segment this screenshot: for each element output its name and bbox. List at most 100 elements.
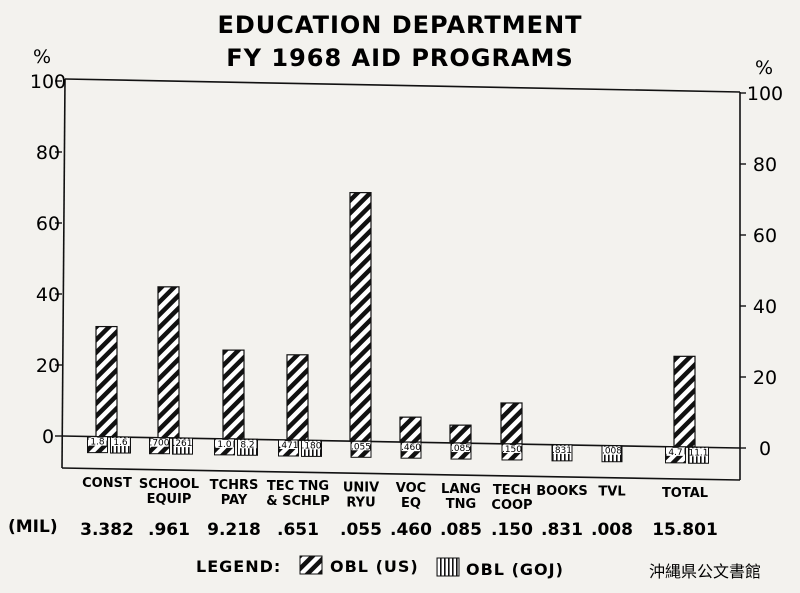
label-bg-obl-us bbox=[279, 441, 298, 450]
data-label-obl-goj: 1.6 bbox=[113, 438, 128, 448]
y-tick-label-right: 100 bbox=[747, 83, 783, 105]
label-bg-obl-us bbox=[666, 447, 685, 456]
x-category-label: CONST bbox=[82, 476, 132, 491]
data-label-obl-us: .150 bbox=[502, 445, 522, 455]
x-category-label: COOP bbox=[491, 498, 532, 513]
frame-bottom bbox=[61, 467, 741, 481]
label-bg-obl-us bbox=[352, 442, 370, 451]
x-category-label: TVL bbox=[598, 485, 625, 500]
label-bg-obl-goj bbox=[238, 440, 257, 449]
bar-obl-us bbox=[500, 402, 523, 445]
y-tick-label-right: 40 bbox=[753, 296, 777, 318]
y-tick-label-left: 80 bbox=[36, 142, 60, 164]
data-label-obl-us: .700 bbox=[149, 439, 169, 449]
label-bg-obl-goj bbox=[173, 439, 192, 448]
y-tick-label-right: 60 bbox=[753, 225, 777, 247]
y-tick-label-left: 20 bbox=[36, 355, 60, 377]
bar-obl-us bbox=[449, 424, 472, 444]
data-label-obl-us: .460 bbox=[401, 443, 421, 453]
x-category-label: UNIV bbox=[343, 480, 379, 495]
y-axis-right: 0 20 40 60 80 100 bbox=[740, 83, 783, 460]
y-tick-label-right: 0 bbox=[759, 438, 771, 460]
y-tick-label-left: 100 bbox=[30, 71, 66, 93]
mil-value: 3.382 bbox=[80, 520, 134, 540]
y-tick-label-left: 0 bbox=[42, 426, 54, 448]
x-category-label: & SCHLP bbox=[266, 494, 329, 509]
label-bg-obl-goj bbox=[302, 441, 321, 450]
data-label-obl-goj: .261 bbox=[172, 439, 192, 449]
bar-obl-us bbox=[673, 355, 696, 448]
mil-value: .008 bbox=[591, 520, 633, 540]
archive-watermark: 沖縄県公文書館 bbox=[649, 562, 761, 581]
mil-value: 15.801 bbox=[652, 520, 718, 540]
mil-row-label: (MIL) bbox=[8, 517, 58, 537]
x-category-label: TOTAL bbox=[662, 486, 708, 501]
data-label-obl-us: .055 bbox=[351, 442, 371, 452]
x-category-label: TNG bbox=[446, 497, 476, 512]
bar-obl-us bbox=[349, 192, 372, 442]
x-category-label: EQUIP bbox=[147, 492, 192, 507]
x-category-label: EQ bbox=[401, 496, 421, 511]
label-bg-obl-goj bbox=[603, 446, 621, 455]
data-label-obl-goj: .180 bbox=[301, 441, 321, 451]
x-category-label: VOC bbox=[396, 481, 426, 496]
x-category-label: LANG bbox=[441, 482, 481, 497]
legend: LEGEND: OBL (US) OBL (GOJ) bbox=[196, 555, 564, 579]
legend-title: LEGEND: bbox=[196, 557, 281, 576]
label-bg-obl-us bbox=[503, 444, 521, 453]
x-category-label: BOOKS bbox=[536, 484, 587, 499]
chart-title: EDUCATION DEPARTMENT bbox=[217, 11, 582, 39]
data-label-obl-goj: .008 bbox=[602, 447, 622, 457]
mil-value: 9.218 bbox=[207, 520, 261, 540]
mil-value: .831 bbox=[541, 520, 583, 540]
mil-value: .651 bbox=[277, 520, 319, 540]
y-axis-left: 0 20 40 60 80 100 bbox=[30, 71, 66, 448]
x-category-label: TECH bbox=[493, 483, 531, 498]
x-category-label: TEC TNG bbox=[267, 479, 329, 494]
label-bg-obl-goj bbox=[111, 438, 130, 447]
data-label-obl-us: .471 bbox=[278, 441, 298, 451]
label-bg-obl-goj bbox=[689, 448, 708, 457]
x-category-label: TCHRS bbox=[210, 478, 259, 493]
bar-obl-us bbox=[95, 325, 118, 438]
label-bg-obl-us bbox=[452, 444, 470, 453]
y-axis-unit-right: % bbox=[755, 57, 773, 79]
label-bg-obl-goj bbox=[553, 445, 571, 454]
label-bg-obl-us bbox=[215, 439, 234, 448]
x-category-label: RYU bbox=[346, 495, 375, 510]
bar-obl-us bbox=[399, 416, 422, 443]
data-label-obl-us: 1.8 bbox=[90, 438, 105, 448]
data-label-obl-us: .085 bbox=[451, 444, 471, 454]
mil-value: .150 bbox=[491, 520, 533, 540]
y-tick-label-right: 80 bbox=[753, 154, 777, 176]
mil-value: .055 bbox=[340, 520, 382, 540]
bar-obl-us bbox=[222, 349, 245, 440]
x-category-label: PAY bbox=[221, 493, 248, 508]
legend-swatch-obl-goj bbox=[436, 557, 460, 577]
legend-swatch-obl-us bbox=[299, 555, 323, 575]
x-category-label: SCHOOL bbox=[139, 477, 199, 492]
legend-label-obl-goj: OBL (GOJ) bbox=[466, 560, 564, 579]
y-tick-label-left: 40 bbox=[36, 284, 60, 306]
mil-row: 3.382 .961 9.218 .651 .055 .460 .085 .150 .831 .0… bbox=[8, 517, 718, 540]
label-bg-obl-us bbox=[150, 438, 169, 447]
data-label-obl-goj: 8.2 bbox=[240, 440, 254, 450]
y-axis-unit-left: % bbox=[33, 46, 51, 68]
data-label-obl-goj: .831 bbox=[552, 446, 572, 456]
data-label-obl-us: 4.7 bbox=[668, 448, 682, 458]
mil-value: .961 bbox=[148, 520, 190, 540]
bars: 1.8 1.6 .700.261 1.0 8.2 .471.180 .055 .460 .085… bbox=[87, 192, 709, 464]
label-bg-obl-us bbox=[402, 443, 420, 452]
y-tick-label-right: 20 bbox=[753, 367, 777, 389]
mil-value: .460 bbox=[390, 520, 432, 540]
y-tick-label-left: 60 bbox=[36, 213, 60, 235]
frame-left bbox=[61, 78, 66, 469]
chart-subtitle: FY 1968 AID PROGRAMS bbox=[226, 44, 573, 72]
data-label-obl-us: 1.0 bbox=[217, 440, 232, 450]
frame-top bbox=[64, 78, 741, 93]
legend-label-obl-us: OBL (US) bbox=[330, 557, 419, 576]
label-bg-obl-us bbox=[88, 437, 107, 446]
bar-obl-us bbox=[157, 286, 180, 439]
